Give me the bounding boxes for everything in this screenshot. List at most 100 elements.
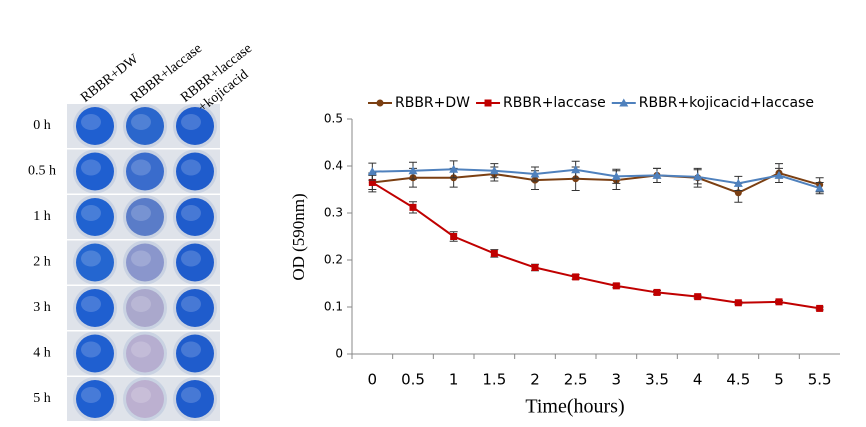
y-axis-title: OD (590nm) [289, 193, 308, 280]
well [176, 152, 214, 191]
well-highlight [81, 205, 101, 221]
well-highlight [131, 387, 151, 403]
point [816, 304, 824, 312]
point [612, 282, 620, 290]
well-highlight [131, 341, 151, 358]
series-line [372, 171, 820, 194]
well [76, 152, 114, 191]
point [409, 203, 417, 211]
well [176, 198, 214, 236]
legend-label: RBBR+DW [395, 95, 470, 111]
well-highlight [181, 159, 201, 176]
x-axis-title: Time(hours) [525, 396, 624, 418]
well-highlight [181, 296, 201, 312]
point [408, 166, 418, 175]
well-highlight [181, 205, 201, 221]
point [694, 293, 702, 301]
well [76, 380, 114, 418]
point [734, 189, 742, 197]
point [530, 169, 540, 178]
well-highlight [181, 341, 201, 358]
well [126, 334, 164, 373]
well [126, 380, 164, 418]
well [176, 107, 214, 145]
point [611, 171, 621, 180]
y-tick-label: 0.5 [324, 112, 343, 126]
x-tick-label: 1 [449, 371, 459, 389]
x-tick-label: 0.5 [401, 371, 425, 389]
legend-label: RBBR+kojicacid+laccase [639, 95, 814, 111]
well [126, 107, 164, 145]
well-highlight [131, 250, 151, 267]
row-label: 3 h [33, 300, 51, 315]
series-line [371, 181, 820, 310]
row-label: 0.5 h [28, 164, 56, 179]
point [489, 166, 499, 175]
well [76, 198, 114, 236]
point [450, 233, 458, 240]
well [76, 334, 114, 373]
y-tick-label: 0.3 [324, 206, 343, 220]
y-tick-label: 0 [335, 347, 343, 361]
point [449, 164, 459, 173]
x-tick-label: 3 [612, 371, 622, 389]
point [734, 299, 742, 307]
point [571, 165, 581, 174]
row-label: 4 h [33, 346, 51, 361]
point [367, 167, 377, 176]
well-highlight [131, 114, 151, 130]
well-highlight [131, 205, 151, 221]
well-highlight [181, 387, 201, 403]
well-highlight [131, 159, 151, 176]
y-tick-label: 0.4 [324, 159, 343, 173]
point [653, 288, 661, 296]
well-highlight [81, 250, 101, 267]
point [484, 99, 492, 107]
well [176, 289, 214, 327]
point [774, 170, 784, 179]
x-tick-label: 0 [368, 371, 378, 389]
point [733, 178, 743, 187]
row-label: 2 h [33, 255, 51, 270]
well-highlight [81, 296, 101, 312]
row-label: 1 h [33, 209, 51, 224]
row-label: 5 h [33, 391, 51, 406]
row-label: 0 h [33, 118, 51, 133]
well [126, 289, 164, 327]
well-highlight [81, 114, 101, 130]
photo-panel: 0 h0.5 h1 h2 h3 h4 h5 hRBBR+DWRBBR+lacca… [28, 41, 255, 421]
legend-label: RBBR+laccase [503, 95, 606, 111]
x-tick-label: 3.5 [645, 371, 669, 389]
well [176, 243, 214, 282]
well [126, 243, 164, 282]
point [368, 178, 376, 186]
point [531, 264, 539, 272]
point [572, 273, 580, 281]
well [126, 198, 164, 236]
well [76, 289, 114, 327]
x-tick-label: 2.5 [564, 371, 588, 389]
point [490, 249, 498, 257]
well [126, 152, 164, 191]
well [76, 243, 114, 282]
x-tick-label: 1.5 [482, 371, 506, 389]
x-tick-label: 4 [693, 371, 703, 389]
well [176, 380, 214, 418]
well-highlight [131, 296, 151, 312]
point [815, 183, 825, 192]
point [376, 99, 384, 107]
point [693, 172, 703, 181]
well-highlight [81, 341, 101, 358]
well-highlight [81, 159, 101, 176]
y-tick-label: 0.1 [324, 300, 343, 314]
point [652, 170, 662, 179]
x-tick-label: 4.5 [726, 371, 750, 389]
point [619, 98, 629, 107]
well [76, 107, 114, 145]
x-tick-label: 5 [774, 371, 784, 389]
point [775, 298, 783, 306]
chart: Time(hours) OD (590nm) 0 0.1 0.2 0.3 0.4 0.5 0… [289, 95, 840, 418]
well-highlight [81, 387, 101, 403]
well-highlight [181, 114, 201, 130]
y-tick-label: 0.2 [324, 253, 343, 267]
